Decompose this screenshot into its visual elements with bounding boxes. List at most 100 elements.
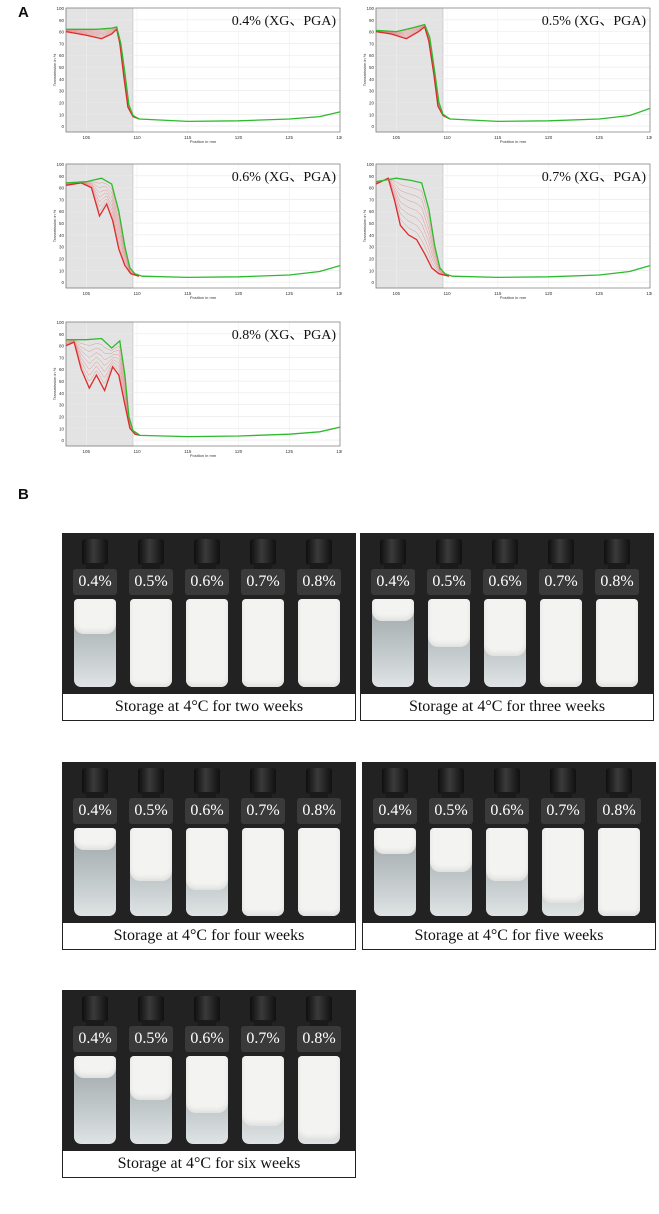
- panel-b-label: B: [18, 486, 29, 503]
- bottle-cap: [194, 768, 220, 794]
- photo-caption: Storage at 4°C for two weeks: [62, 693, 356, 721]
- emulsion-layer: [242, 828, 284, 916]
- bottle-cap: [250, 768, 276, 794]
- photo-four-weeks: 0.4% 0.5% 0.6% 0.7% 0.8% Storage at 4°C for …: [62, 762, 356, 950]
- chart-title: 0.5% (XG、PGA): [541, 14, 646, 29]
- x-axis-label: Position in mm: [500, 295, 527, 300]
- bottle-neck: [254, 1020, 272, 1030]
- x-tick-label: 120: [545, 291, 553, 296]
- concentration-label: 0.8%: [297, 569, 341, 595]
- x-tick-label: 110: [133, 449, 141, 454]
- bottle-neck: [610, 792, 628, 802]
- panel-a-label: A: [18, 4, 29, 21]
- bottle: 0.5%: [126, 762, 176, 920]
- emulsion-layer: [430, 828, 472, 872]
- emulsion-layer: [74, 1056, 116, 1078]
- emulsion-layer: [130, 828, 172, 881]
- bottle-glass: [540, 599, 582, 687]
- y-tick-label: 10: [59, 268, 65, 273]
- series-line-red: [65, 341, 141, 437]
- y-axis-label: Transmission in %: [362, 53, 367, 86]
- bottle-glass: [428, 599, 470, 687]
- bottle-neck: [386, 792, 404, 802]
- concentration-label: 0.8%: [297, 798, 341, 824]
- emulsion-layer: [186, 828, 228, 890]
- y-tick-label: 60: [369, 209, 375, 214]
- bottle: 0.4%: [70, 762, 120, 920]
- bottle: 0.8%: [594, 762, 644, 920]
- bottle: 0.6%: [480, 533, 530, 691]
- y-tick-label: 40: [59, 233, 65, 238]
- bottle-cap: [436, 539, 462, 565]
- y-tick-label: 80: [59, 30, 65, 35]
- y-axis-label: Transmission in %: [52, 209, 57, 242]
- bottle-neck: [496, 563, 514, 573]
- bottle-glass: [298, 828, 340, 916]
- bottle-neck: [552, 563, 570, 573]
- bottle-cap: [138, 768, 164, 794]
- photo-caption: Storage at 4°C for four weeks: [62, 922, 356, 950]
- bottle-neck: [310, 563, 328, 573]
- bottle-cap: [492, 539, 518, 565]
- concentration-label: 0.7%: [241, 569, 285, 595]
- bottle-glass: [74, 828, 116, 916]
- x-tick-label: 115: [184, 135, 192, 140]
- y-tick-label: 70: [59, 41, 65, 46]
- emulsion-layer: [242, 1056, 284, 1127]
- concentration-label: 0.7%: [539, 569, 583, 595]
- bottle-cap: [250, 996, 276, 1022]
- y-tick-label: 20: [369, 100, 375, 105]
- series-line-green: [66, 337, 341, 438]
- bottle-cap: [82, 768, 108, 794]
- emulsion-layer: [374, 828, 416, 855]
- y-tick-label: 0: [371, 280, 374, 285]
- concentration-label: 0.4%: [73, 798, 117, 824]
- bottle-glass: [130, 828, 172, 916]
- bottle-neck: [310, 792, 328, 802]
- concentration-label: 0.4%: [73, 569, 117, 595]
- y-tick-label: 100: [56, 162, 64, 167]
- bottle-glass: [486, 828, 528, 916]
- chart-plot: 0 10 20 30 40 50 60 70 80 90 100 105 110 115 120 125 130…: [52, 162, 342, 300]
- y-tick-label: 30: [59, 403, 65, 408]
- x-tick-label: 110: [133, 135, 141, 140]
- y-tick-label: 40: [369, 77, 375, 82]
- series-line-green: [375, 23, 651, 123]
- x-tick-label: 130: [646, 135, 652, 140]
- photo-caption: Storage at 4°C for six weeks: [62, 1150, 356, 1178]
- x-tick-label: 105: [393, 135, 401, 140]
- bottle-neck: [86, 1020, 104, 1030]
- bottle-glass: [298, 599, 340, 687]
- bottle-neck: [198, 563, 216, 573]
- y-tick-label: 80: [369, 30, 375, 35]
- y-tick-label: 90: [59, 174, 65, 179]
- emulsion-layer: [486, 828, 528, 881]
- bottle: 0.4%: [70, 533, 120, 691]
- bottle-glass: [242, 1056, 284, 1144]
- x-tick-label: 115: [494, 135, 502, 140]
- bottle-glass: [374, 828, 416, 916]
- concentration-label: 0.4%: [371, 569, 415, 595]
- series-line-red: [375, 25, 451, 120]
- bottle-cap: [380, 539, 406, 565]
- y-tick-label: 100: [366, 162, 374, 167]
- x-tick-label: 120: [235, 135, 243, 140]
- bottle-neck: [608, 563, 626, 573]
- profile-curve: [65, 341, 140, 436]
- x-tick-label: 105: [83, 449, 91, 454]
- concentration-label: 0.6%: [185, 798, 229, 824]
- y-tick-label: 10: [59, 112, 65, 117]
- bottle-glass: [74, 1056, 116, 1144]
- bottle-cap: [548, 539, 574, 565]
- plot-frame: [65, 7, 341, 133]
- bottle-neck: [142, 1020, 160, 1030]
- chart-plot: 0 10 20 30 40 50 60 70 80 90 100 105 110 115 120 125 130…: [52, 320, 342, 458]
- series-line-green: [375, 177, 651, 279]
- photo-caption: Storage at 4°C for three weeks: [360, 693, 654, 721]
- bottle-row: 0.4% 0.5% 0.6% 0.7% 0.8%: [62, 533, 356, 691]
- concentration-label: 0.6%: [185, 569, 229, 595]
- y-tick-label: 70: [59, 355, 65, 360]
- chart-0-5: 0 10 20 30 40 50 60 70 80 90 100 105 110 115 120 125 130…: [362, 2, 652, 144]
- bottle-neck: [86, 792, 104, 802]
- chart-0-4: 0 10 20 30 40 50 60 70 80 90 100 105 110 115 120 125 130…: [52, 2, 342, 144]
